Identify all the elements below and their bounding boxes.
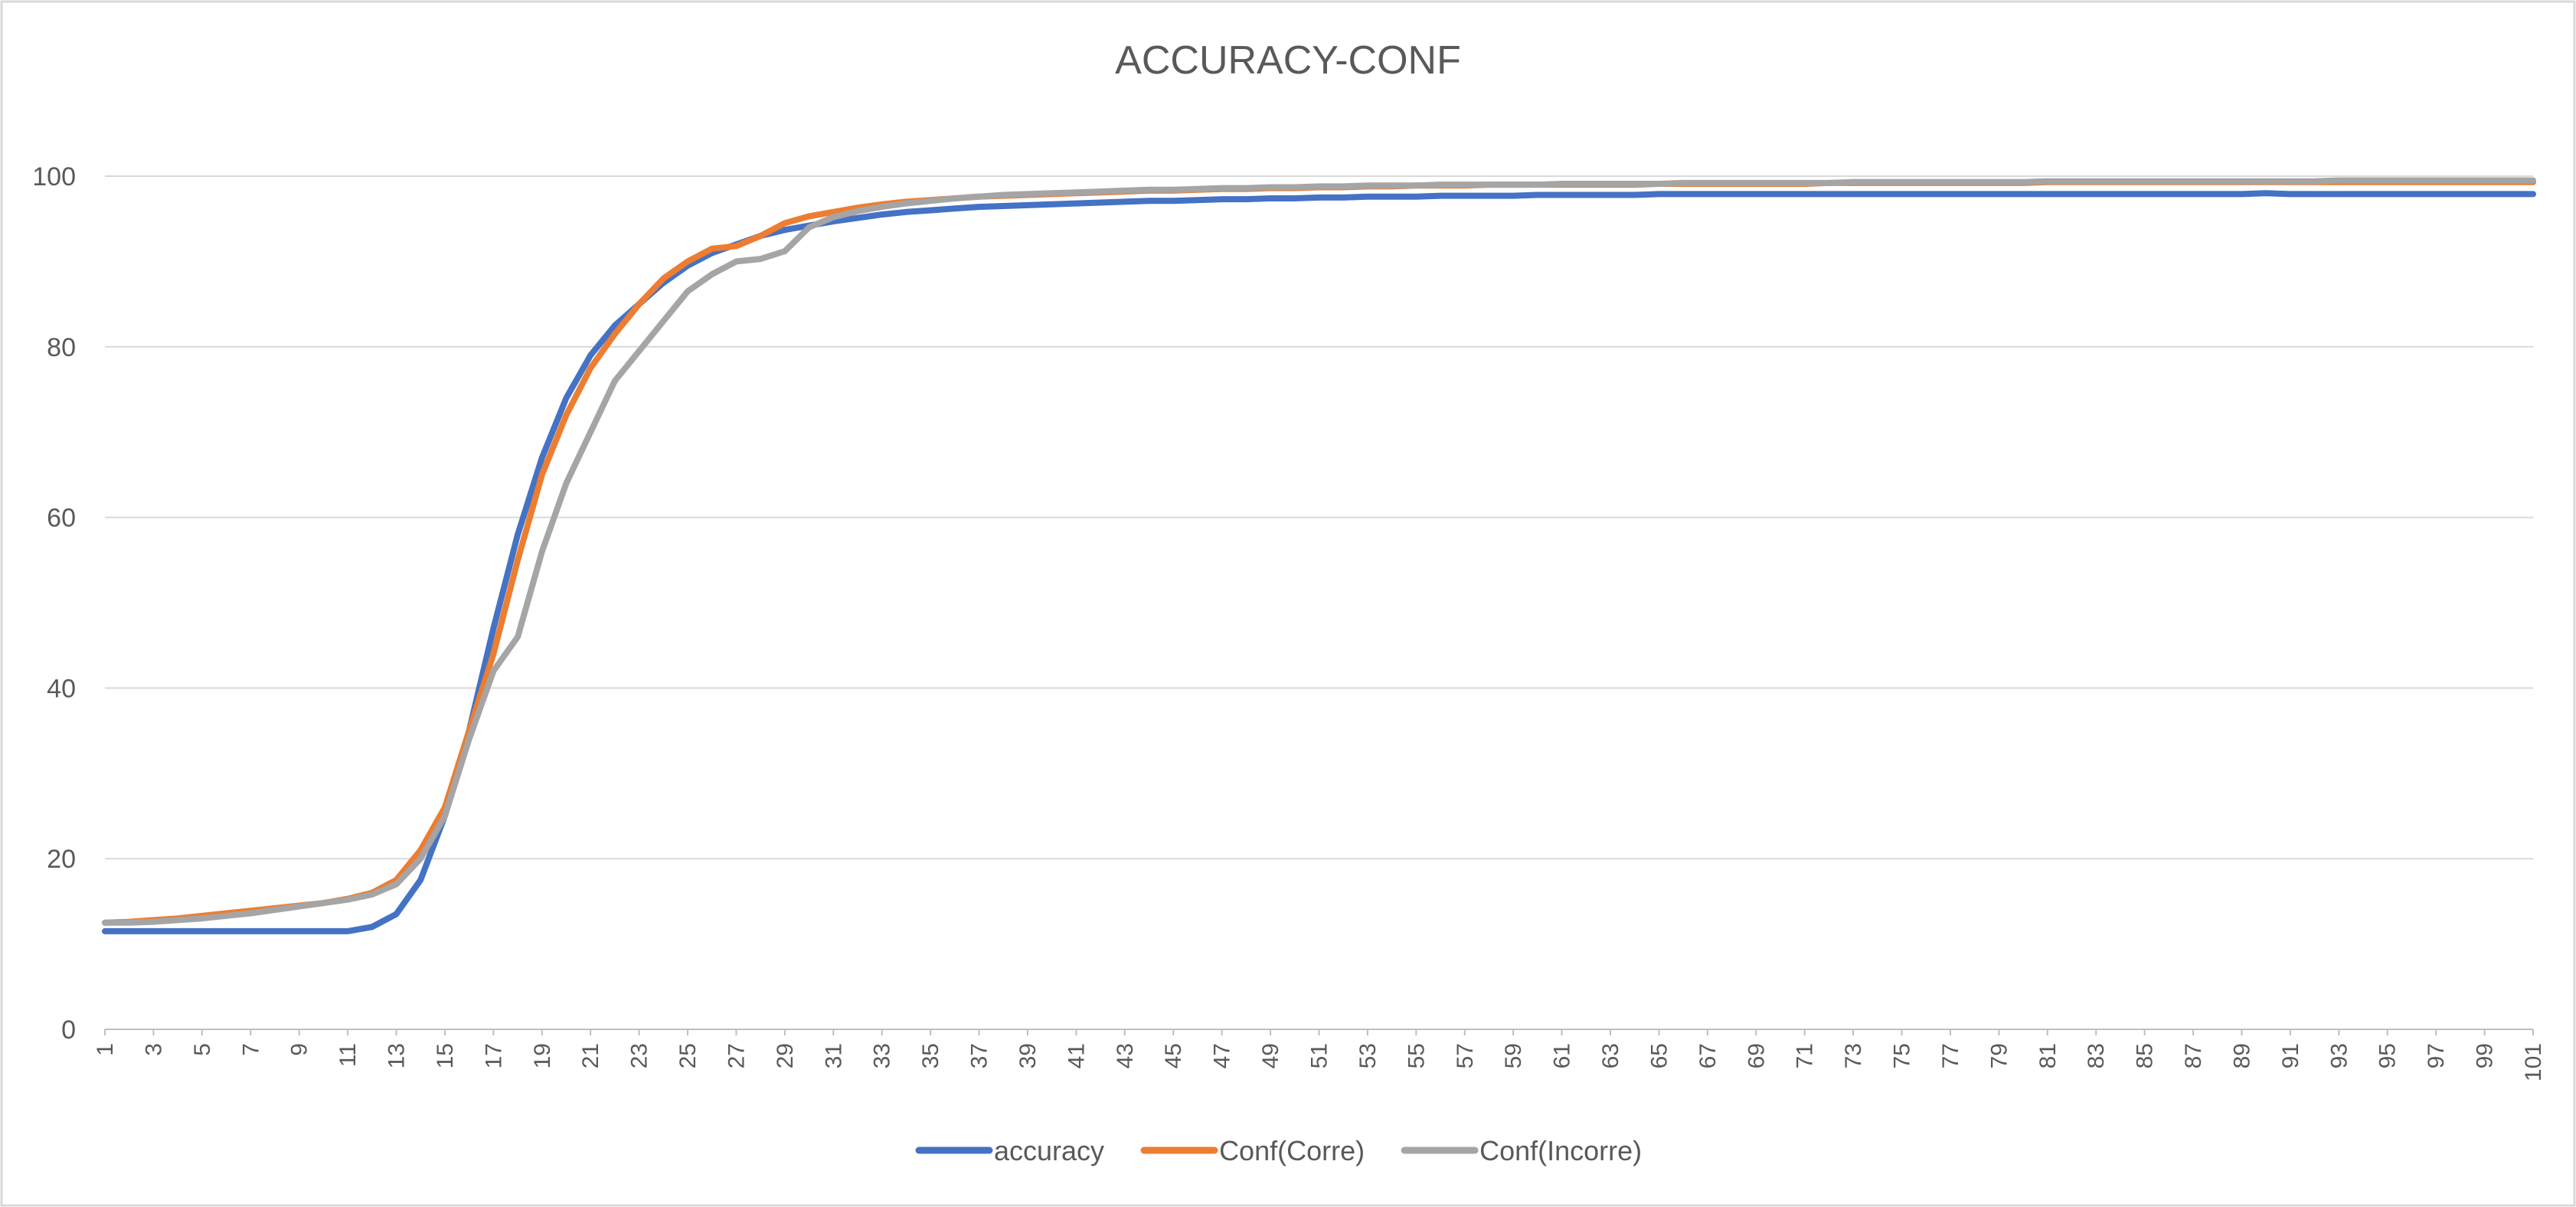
x-tick-label: 55	[1404, 1043, 1429, 1068]
y-tick-label: 100	[32, 162, 76, 191]
x-tick-label: 27	[724, 1043, 749, 1068]
x-tick-label: 81	[2035, 1043, 2061, 1068]
x-tick-label: 35	[918, 1043, 943, 1068]
y-tick-label: 80	[47, 333, 76, 362]
x-tick-label: 29	[773, 1043, 798, 1068]
x-tick-label: 57	[1453, 1043, 1478, 1068]
x-tick-label: 33	[870, 1043, 895, 1068]
series-line-accuracy	[102, 190, 2536, 934]
x-tick-label: 85	[2133, 1043, 2158, 1068]
x-tick-label: 21	[578, 1043, 603, 1068]
x-tick-label: 99	[2473, 1043, 2498, 1068]
x-tick-label: 49	[1258, 1043, 1283, 1068]
legend-label: accuracy	[994, 1135, 1104, 1166]
x-tick-label: 91	[2278, 1043, 2303, 1068]
y-tick-label: 60	[47, 504, 76, 533]
y-tick-label: 0	[61, 1016, 76, 1045]
x-axis-tick-labels: 1 3 5 7 9 11 13 15 17 19 21 23 25 27 29 31 33 35 37 39 41 43 4…	[93, 1029, 2546, 1081]
x-tick-label: 61	[1550, 1043, 1575, 1068]
y-tick-label: 40	[47, 674, 76, 703]
x-tick-label: 13	[384, 1043, 410, 1068]
x-tick-label: 1	[93, 1043, 118, 1056]
x-tick-label: 9	[287, 1043, 312, 1056]
series-line-conf-incorre-	[102, 177, 2536, 926]
x-tick-label: 59	[1501, 1043, 1526, 1068]
x-tick-label: 17	[481, 1043, 506, 1068]
x-tick-label: 67	[1695, 1043, 1721, 1068]
x-tick-label: 69	[1744, 1043, 1769, 1068]
x-tick-label: 73	[1841, 1043, 1866, 1068]
series-lines	[102, 177, 2536, 934]
x-tick-label: 31	[821, 1043, 846, 1068]
x-tick-label: 89	[2229, 1043, 2254, 1068]
legend-label: Conf(Incorre)	[1479, 1135, 1642, 1166]
x-tick-label: 71	[1793, 1043, 1818, 1068]
x-tick-label: 77	[1938, 1043, 1963, 1068]
x-tick-label: 79	[1986, 1043, 2012, 1068]
x-tick-label: 95	[2375, 1043, 2401, 1068]
x-tick-label: 75	[1890, 1043, 1915, 1068]
x-tick-label: 47	[1210, 1043, 1235, 1068]
x-tick-label: 11	[335, 1043, 361, 1067]
x-tick-label: 97	[2424, 1043, 2449, 1068]
x-tick-label: 65	[1646, 1043, 1672, 1068]
x-tick-label: 53	[1355, 1043, 1381, 1068]
y-tick-label: 20	[47, 845, 76, 874]
x-tick-label: 15	[433, 1043, 458, 1068]
x-tick-label: 23	[627, 1043, 652, 1068]
x-tick-label: 83	[2084, 1043, 2109, 1068]
gridlines	[105, 175, 2533, 1030]
x-tick-label: 63	[1598, 1043, 1623, 1068]
x-tick-label: 45	[1161, 1043, 1186, 1068]
x-tick-label: 93	[2326, 1043, 2352, 1068]
legend-label: Conf(Corre)	[1219, 1135, 1365, 1166]
chart-title: ACCURACY-CONF	[1115, 38, 1461, 83]
x-tick-label: 3	[141, 1043, 166, 1056]
x-tick-label: 19	[530, 1043, 555, 1068]
x-tick-label: 101	[2521, 1043, 2546, 1081]
y-axis-tick-labels: 0 20 40 60 80 100	[32, 162, 76, 1045]
x-tick-label: 43	[1113, 1043, 1138, 1068]
x-tick-label: 87	[2181, 1043, 2206, 1068]
x-tick-label: 41	[1064, 1043, 1089, 1068]
x-tick-label: 7	[238, 1043, 263, 1056]
legend: accuracy Conf(Corre) Conf(Incorre)	[915, 1135, 1642, 1166]
x-tick-label: 39	[1015, 1043, 1041, 1068]
x-tick-label: 5	[190, 1043, 215, 1056]
x-tick-label: 51	[1307, 1043, 1332, 1068]
x-tick-label: 37	[967, 1043, 992, 1068]
x-tick-label: 25	[675, 1043, 701, 1068]
